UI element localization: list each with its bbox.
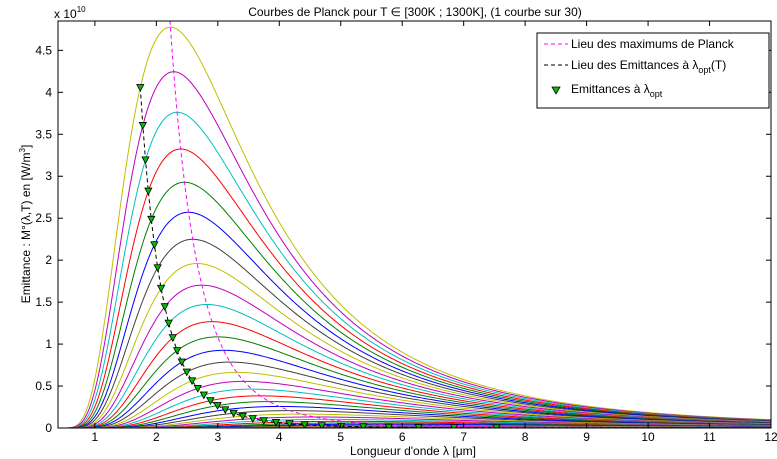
planck-curve [58, 148, 771, 428]
y-tick-label: 2.5 [35, 211, 52, 225]
emittance-opt-marker [221, 406, 230, 415]
x-tick-label: 8 [522, 430, 529, 444]
planck-curve [58, 111, 771, 428]
legend: Lieu des maximums de Planck Lieu des Emi… [536, 32, 770, 109]
legend-label-emittance: Emittances à λopt [571, 82, 663, 99]
emittance-opt-marker [199, 391, 209, 400]
legend-box [536, 32, 770, 109]
x-axis: 1 2 3 4 5 6 7 8 9 10 11 12 [92, 21, 777, 444]
emittance-opt-marker [271, 418, 281, 427]
emittance-opt-marker [182, 368, 191, 377]
planck-curve [58, 181, 771, 428]
planck-curve [58, 26, 771, 428]
emittance-opt-marker [300, 421, 309, 428]
planck-curve [58, 211, 771, 428]
planck-curve [58, 380, 771, 428]
emittance-opt-marker [285, 420, 294, 428]
emittance-opt-marker [206, 397, 215, 406]
x-tick-label: 6 [399, 430, 406, 444]
emittance-opt-marker [259, 417, 268, 426]
y-tick-label: 0.5 [35, 379, 52, 393]
y-tick-label: 4 [45, 85, 52, 99]
x-axis-label: Longueur d'onde λ [μm] [350, 444, 476, 458]
x-tick-label: 12 [764, 430, 777, 444]
locus-group [136, 21, 771, 428]
x-tick-label: 7 [460, 430, 467, 444]
emittance-opt-marker [193, 384, 202, 393]
y-tick-label: 1 [45, 337, 52, 351]
emittance-opt-marker [136, 84, 145, 92]
y-multiplier: x 1010 [54, 5, 86, 21]
emittance-opt-marker [156, 284, 166, 293]
plot-area-frame [57, 20, 772, 429]
legend-label-emittance-locus: Lieu des Emittances à λopt(T) [571, 58, 726, 75]
wien-locus-line [169, 21, 771, 428]
planck-curve [58, 303, 771, 428]
legend-label-maximums: Lieu des maximums de Planck [571, 37, 735, 51]
emittance-opt-marker [248, 415, 257, 424]
legend-marker-emittance [551, 86, 561, 95]
emittance-opt-marker [144, 187, 153, 196]
chart-title: Courbes de Planck pour T ∈ [300K ; 1300K… [248, 5, 582, 19]
planck-curve [58, 71, 771, 428]
emittance-opt-marker [141, 156, 150, 165]
x-tick-label: 3 [214, 430, 221, 444]
x-tick-label: 9 [583, 430, 590, 444]
emittance-opt-marker [317, 422, 326, 428]
emittance-opt-marker [384, 423, 393, 428]
x-tick-label: 2 [153, 430, 160, 444]
x-tick-label: 1 [92, 430, 99, 444]
planck-curve [58, 262, 771, 428]
planck-curve [58, 349, 771, 428]
y-tick-label: 4.5 [35, 43, 52, 57]
emittance-opt-marker [238, 412, 247, 421]
y-axis: 0 0.5 1 1.5 2 2.5 3 3.5 4 4.5 [35, 43, 771, 435]
emittance-opt-marker [359, 423, 368, 428]
y-tick-label: 3 [45, 169, 52, 183]
emittance-opt-marker [168, 334, 177, 343]
emittance-opt-marker [138, 122, 148, 130]
planck-curve [58, 371, 771, 428]
emittance-opt-marker [229, 409, 238, 418]
y-tick-label: 1.5 [35, 295, 52, 309]
y-tick-label: 3.5 [35, 127, 52, 141]
emittance-opt-marker [147, 215, 156, 224]
emittance-opt-marker [492, 424, 501, 428]
emittance-opt-marker [153, 264, 162, 273]
y-axis-label: Emittance : M°(λ,T) en [W/m3] [18, 145, 33, 304]
planck-curve [58, 238, 771, 428]
emittance-opt-marker [150, 241, 159, 250]
x-tick-label: 4 [276, 430, 283, 444]
emittance-opt-marker [177, 358, 186, 367]
planck-curve [58, 284, 771, 428]
emittance-opt-marker [164, 319, 173, 328]
emittance-opt-marker [187, 377, 197, 386]
emittance-opt-locus-line [139, 87, 497, 428]
x-tick-label: 11 [703, 430, 716, 444]
emittance-opt-marker [160, 303, 169, 312]
y-tick-label: 2 [45, 253, 52, 267]
x-tick-label: 5 [337, 430, 344, 444]
planck-curve [58, 361, 771, 428]
emittance-opt-marker [213, 402, 222, 410]
emittance-opt-marker [172, 347, 182, 355]
x-tick-label: 10 [641, 430, 655, 444]
y-tick-label: 0 [45, 421, 52, 435]
